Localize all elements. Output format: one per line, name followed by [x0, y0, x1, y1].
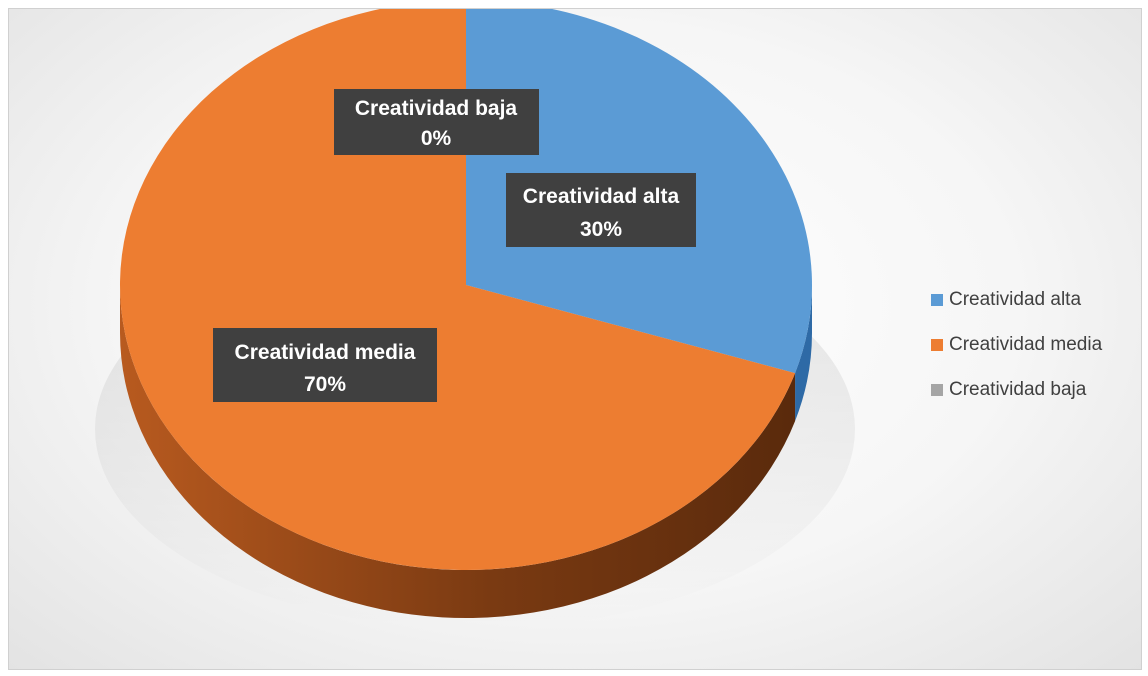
data-label-creatividad-alta-percent: 30%: [580, 218, 622, 241]
pie-chart: Creatividad baja 0% Creatividad alta 30%…: [95, 9, 855, 629]
data-label-creatividad-baja-percent: 0%: [421, 127, 452, 150]
legend-swatch-creatividad-baja: [931, 384, 943, 396]
pie-slice-creatividad-media[interactable]: [120, 9, 796, 570]
legend: Creatividad alta Creatividad media Creat…: [931, 288, 1141, 423]
legend-label-creatividad-alta: Creatividad alta: [949, 289, 1082, 310]
data-label-creatividad-media-name: Creatividad media: [235, 341, 416, 364]
data-label-creatividad-alta: Creatividad alta 30%: [506, 173, 696, 247]
data-label-creatividad-baja-name: Creatividad baja: [355, 97, 518, 120]
legend-swatch-creatividad-media: [931, 339, 943, 351]
legend-label-creatividad-baja: Creatividad baja: [949, 379, 1087, 400]
pie-side-creatividad-alta: [795, 285, 812, 422]
chart-area: Creatividad baja 0% Creatividad alta 30%…: [8, 8, 1142, 670]
data-label-creatividad-alta-name: Creatividad alta: [523, 185, 680, 208]
data-label-creatividad-media-percent: 70%: [304, 373, 346, 396]
legend-swatch-creatividad-alta: [931, 294, 943, 306]
pie-side-creatividad-media: [120, 285, 796, 618]
legend-item-creatividad-baja[interactable]: Creatividad baja: [931, 378, 1141, 402]
legend-item-creatividad-alta[interactable]: Creatividad alta: [931, 288, 1141, 312]
legend-label-creatividad-media: Creatividad media: [949, 334, 1103, 355]
legend-item-creatividad-media[interactable]: Creatividad media: [931, 333, 1141, 357]
data-label-creatividad-media: Creatividad media 70%: [213, 328, 437, 402]
data-label-creatividad-baja: Creatividad baja 0%: [334, 89, 539, 155]
